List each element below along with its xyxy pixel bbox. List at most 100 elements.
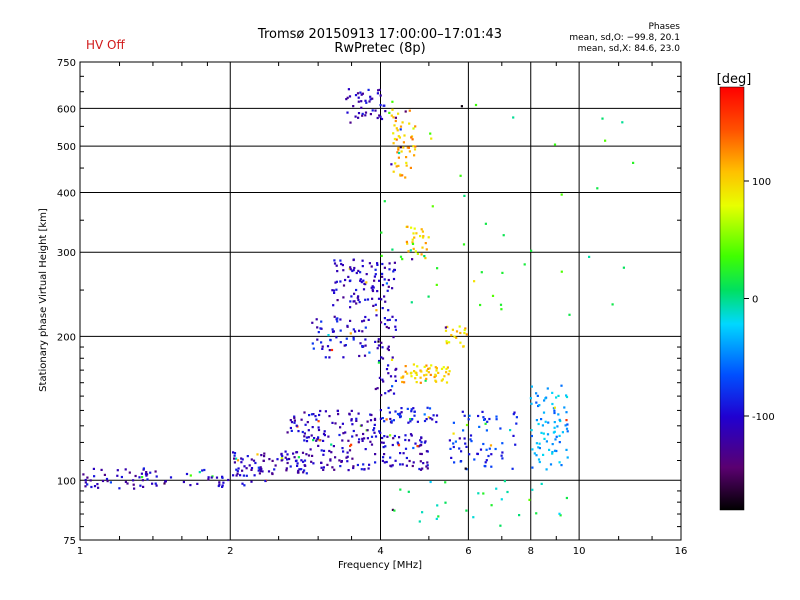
data-point	[315, 418, 318, 421]
data-point	[529, 397, 532, 400]
data-point	[443, 375, 446, 378]
data-point	[144, 473, 148, 476]
data-point	[289, 426, 292, 430]
data-point	[96, 483, 99, 486]
data-point	[285, 469, 288, 472]
data-point	[302, 471, 305, 474]
data-point	[376, 290, 379, 293]
data-point	[551, 452, 554, 455]
data-point	[355, 419, 358, 422]
data-point	[355, 271, 358, 275]
data-point	[370, 413, 373, 417]
data-point	[531, 488, 534, 491]
data-point	[390, 421, 393, 424]
data-point	[327, 334, 330, 337]
data-point	[154, 470, 157, 473]
data-point	[499, 427, 502, 430]
data-point	[124, 480, 127, 483]
data-point	[307, 436, 310, 439]
data-point	[290, 421, 294, 424]
data-point	[337, 413, 340, 416]
data-point	[361, 439, 364, 442]
data-point	[311, 321, 314, 324]
data-point	[310, 460, 313, 463]
data-point	[367, 88, 370, 91]
data-point	[312, 462, 315, 465]
data-point	[560, 384, 563, 387]
data-point	[404, 370, 407, 373]
data-point	[472, 516, 475, 519]
data-point	[345, 337, 348, 340]
data-point	[295, 451, 299, 454]
data-point	[485, 459, 488, 462]
data-point	[376, 262, 379, 265]
data-point	[551, 443, 554, 446]
data-point	[336, 270, 339, 273]
data-point	[169, 476, 173, 479]
data-point	[374, 461, 377, 464]
data-point	[326, 345, 330, 348]
data-point	[394, 459, 397, 462]
data-point	[381, 357, 385, 360]
data-point	[558, 512, 561, 515]
x-tick-label: 10	[573, 546, 586, 557]
data-point	[398, 151, 401, 155]
data-point	[319, 409, 322, 413]
data-point	[410, 301, 413, 304]
data-point	[565, 419, 568, 422]
data-point	[296, 462, 299, 465]
data-point	[540, 482, 543, 485]
data-point	[546, 387, 549, 390]
data-point	[344, 431, 347, 434]
data-point	[564, 424, 567, 427]
data-point	[375, 309, 378, 312]
data-point	[86, 483, 89, 486]
data-point	[389, 434, 392, 437]
data-point	[474, 103, 478, 107]
data-point	[381, 346, 384, 349]
data-point	[324, 356, 327, 359]
data-point	[341, 422, 344, 425]
data-point	[483, 464, 486, 468]
data-point	[323, 430, 326, 433]
data-point	[307, 429, 310, 432]
data-point	[452, 421, 455, 424]
data-point	[237, 467, 240, 470]
data-point	[398, 136, 401, 139]
data-point	[501, 271, 504, 274]
data-point	[149, 471, 152, 474]
data-point	[383, 461, 386, 464]
data-point	[424, 242, 427, 245]
data-point	[207, 478, 210, 481]
data-point	[146, 478, 149, 481]
data-point	[358, 354, 361, 358]
data-point	[400, 407, 403, 410]
data-point	[444, 481, 447, 484]
data-point	[385, 418, 388, 421]
data-point	[245, 467, 248, 470]
data-point	[392, 170, 395, 173]
data-point	[316, 338, 319, 341]
data-point	[404, 438, 407, 442]
data-point	[397, 156, 400, 159]
data-point	[380, 321, 383, 324]
data-point	[380, 341, 383, 344]
data-point	[106, 480, 109, 483]
data-point	[445, 381, 449, 384]
data-point	[391, 508, 394, 511]
data-point	[396, 441, 399, 444]
data-point	[338, 433, 341, 437]
data-point	[310, 413, 314, 416]
data-point	[346, 96, 349, 99]
data-point	[349, 268, 352, 271]
data-point	[423, 365, 426, 368]
data-point	[425, 465, 428, 468]
data-point	[413, 236, 416, 239]
data-point	[425, 369, 428, 372]
data-point	[501, 442, 504, 445]
data-point	[511, 467, 514, 470]
data-point	[423, 413, 426, 416]
data-point	[559, 514, 562, 517]
data-point	[227, 478, 230, 482]
data-point	[368, 463, 371, 466]
